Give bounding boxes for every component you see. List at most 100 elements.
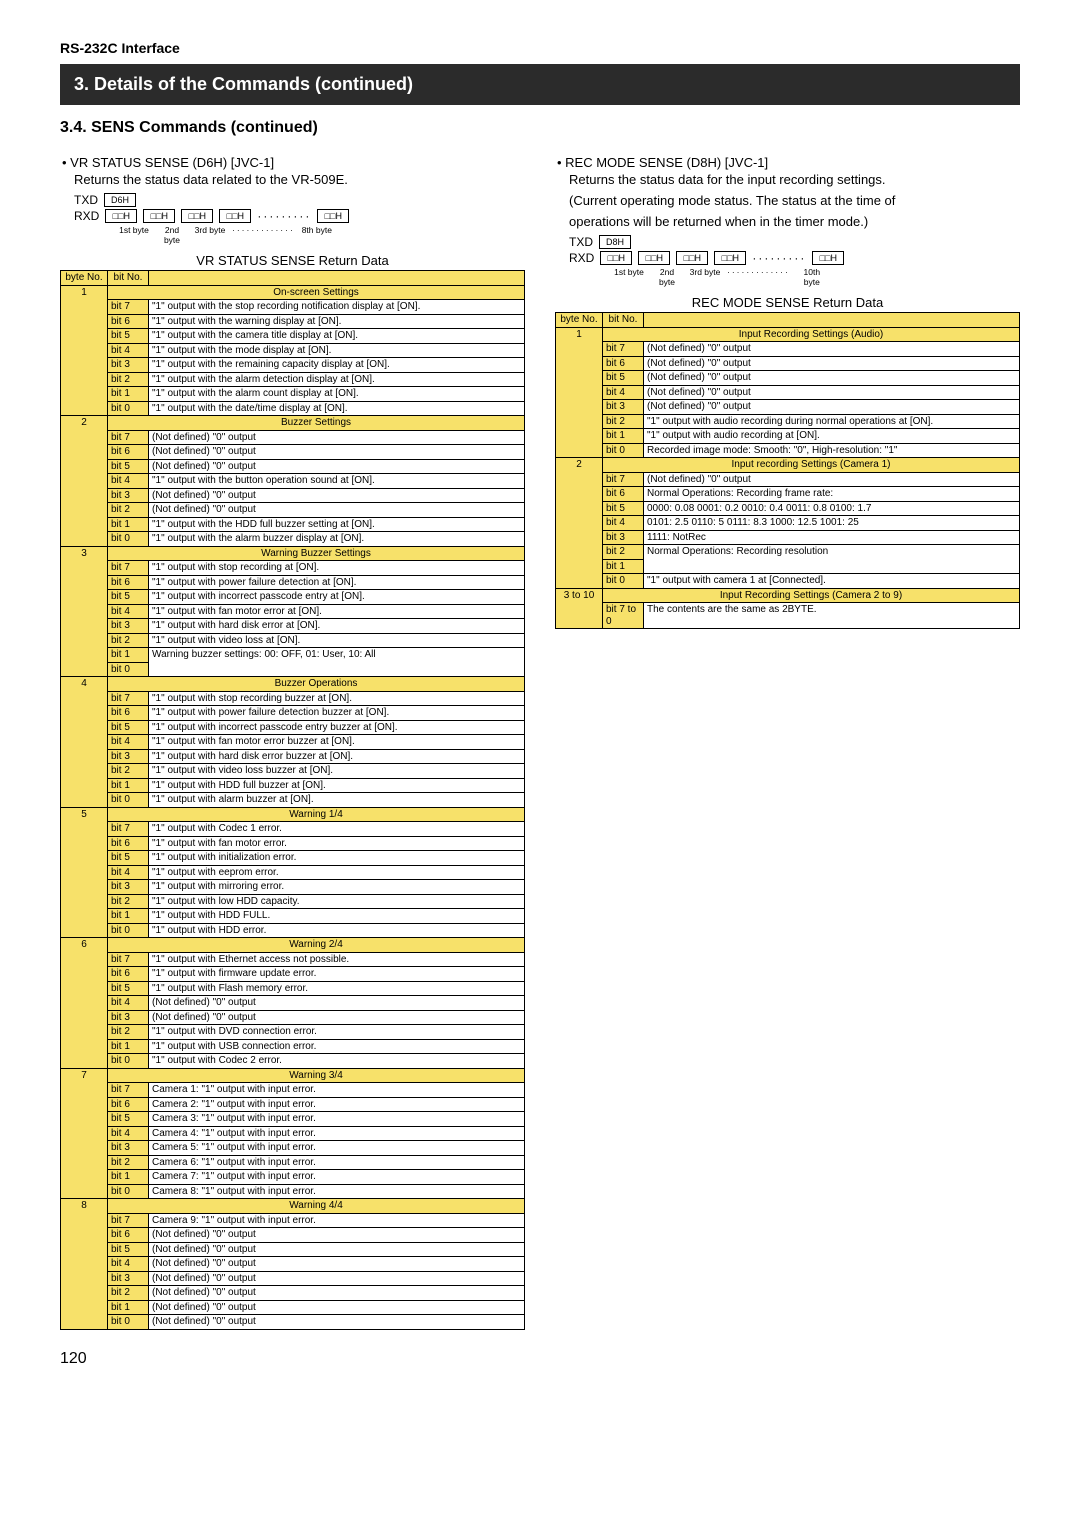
bit-desc: (Not defined) "0" output — [149, 1242, 525, 1257]
bit-desc: "1" output with audio recording during n… — [644, 414, 1020, 429]
bit-desc: "1" output with the alarm count display … — [149, 387, 525, 402]
section-title: 3.4. SENS Commands (continued) — [60, 119, 1020, 137]
rxd-box: □□H — [676, 251, 708, 265]
bit-no: bit 5 — [108, 720, 149, 735]
bit-desc: "1" output with stop recording buzzer at… — [149, 691, 525, 706]
section-header: Input recording Settings (Camera 1) — [603, 458, 1020, 473]
bit-no: bit 5 — [108, 329, 149, 344]
right-cmd-desc1: Returns the status data for the input re… — [569, 172, 1020, 187]
bit-no: bit 6 — [108, 706, 149, 721]
bit-no: bit 6 — [108, 967, 149, 982]
bit-desc: "1" output with video loss at [ON]. — [149, 633, 525, 648]
bit-desc: "1" output with fan motor error buzzer a… — [149, 735, 525, 750]
interface-header: RS-232C Interface — [60, 40, 1020, 56]
bit-no: bit 3 — [108, 488, 149, 503]
section-header: Input Recording Settings (Camera 2 to 9) — [603, 588, 1020, 603]
bit-no: bit 4 — [603, 385, 644, 400]
bit-no: bit 7 — [108, 952, 149, 967]
section-header: Buzzer Settings — [108, 416, 525, 431]
section-header: On-screen Settings — [108, 285, 525, 300]
bit-desc: (Not defined) "0" output — [644, 385, 1020, 400]
bit-no: bit 0 — [603, 574, 644, 589]
left-rxd: RXD □□H □□H □□H □□H ········· □□H — [74, 209, 525, 223]
bit-no: bit 4 — [108, 865, 149, 880]
bit-desc: (Not defined) "0" output — [149, 1300, 525, 1315]
right-rxd: RXD □□H □□H □□H □□H ········· □□H — [569, 251, 1020, 265]
bit-desc: "1" output with HDD error. — [149, 923, 525, 938]
bit-desc: "1" output with the mode display at [ON]… — [149, 343, 525, 358]
bit-no: bit 1 — [108, 1039, 149, 1054]
bit-no: bit 2 — [108, 1286, 149, 1301]
bit-desc: "1" output with incorrect passcode entry… — [149, 720, 525, 735]
right-cmd-desc3: operations will be returned when in the … — [569, 214, 1020, 229]
byte-label: 10th byte — [796, 267, 828, 287]
bit-no: bit 5 — [108, 1242, 149, 1257]
bit-no: bit 3 — [108, 358, 149, 373]
bit-desc: The contents are the same as 2BYTE. — [644, 603, 1020, 629]
bit-no: bit 6 — [603, 487, 644, 502]
bit-desc: "1" output with initialization error. — [149, 851, 525, 866]
bit-desc: "1" output with camera 1 at [Connected]. — [644, 574, 1020, 589]
bit-no: bit 0 — [108, 532, 149, 547]
bit-no: bit 3 — [108, 1271, 149, 1286]
byte-no: 5 — [61, 807, 108, 938]
rxd-box: □□H — [638, 251, 670, 265]
bit-desc: Camera 5: "1" output with input error. — [149, 1141, 525, 1156]
bit-no: bit 3 — [108, 1010, 149, 1025]
bit-desc: 1111: NotRec — [644, 530, 1020, 545]
bit-no: bit 6 — [108, 836, 149, 851]
bit-no: bit 1 — [603, 429, 644, 444]
bit-no: bit 0 — [108, 793, 149, 808]
bit-desc: (Not defined) "0" output — [149, 459, 525, 474]
bit-no: bit 3 — [108, 880, 149, 895]
bit-no: bit 4 — [108, 343, 149, 358]
bit-desc: "1" output with DVD connection error. — [149, 1025, 525, 1040]
bit-desc: (Not defined) "0" output — [149, 996, 525, 1011]
bit-desc: "1" output with firmware update error. — [149, 967, 525, 982]
byte-label: 2nd byte — [651, 267, 683, 287]
bit-no: bit 2 — [108, 894, 149, 909]
bit-no: bit 0 — [108, 923, 149, 938]
bit-desc: Camera 6: "1" output with input error. — [149, 1155, 525, 1170]
section-header: Warning 4/4 — [108, 1199, 525, 1214]
byte-no: 3 — [61, 546, 108, 677]
byte-no: 2 — [61, 416, 108, 547]
byte-label: 1st byte — [613, 267, 645, 287]
bit-no: bit 4 — [108, 1126, 149, 1141]
bit-desc: "1" output with audio recording at [ON]. — [644, 429, 1020, 444]
byte-label-dots: ············· — [727, 267, 790, 287]
bit-desc: "1" output with the remaining capacity d… — [149, 358, 525, 373]
bit-desc: (Not defined) "0" output — [149, 1257, 525, 1272]
bit-no: bit 1 — [108, 909, 149, 924]
byte-no: 2 — [556, 458, 603, 589]
bit-no: bit 4 — [108, 474, 149, 489]
left-return-title: VR STATUS SENSE Return Data — [60, 253, 525, 268]
bit-no: bit 4 — [108, 1257, 149, 1272]
bit-no: bit 5 — [108, 851, 149, 866]
bit-no: bit 7 — [108, 430, 149, 445]
byte-label-dots: ············· — [232, 225, 295, 245]
rxd-dots: ········· — [257, 209, 311, 223]
bit-desc: Camera 1: "1" output with input error. — [149, 1083, 525, 1098]
bit-desc: Camera 8: "1" output with input error. — [149, 1184, 525, 1199]
byte-label: 3rd byte — [194, 225, 226, 245]
byte-label: 3rd byte — [689, 267, 721, 287]
bit-desc: Camera 4: "1" output with input error. — [149, 1126, 525, 1141]
bit-desc: (Not defined) "0" output — [644, 371, 1020, 386]
section-header: Warning 2/4 — [108, 938, 525, 953]
bit-desc: "1" output with the camera title display… — [149, 329, 525, 344]
rxd-label: RXD — [569, 251, 594, 265]
bit-desc: (Not defined) "0" output — [644, 472, 1020, 487]
right-txd: TXD D8H — [569, 235, 1020, 249]
bit-no: bit 7 to 0 — [603, 603, 644, 629]
bit-desc: "1" output with fan motor error. — [149, 836, 525, 851]
bit-no: bit 1 — [108, 517, 149, 532]
bit-desc: "1" output with the HDD full buzzer sett… — [149, 517, 525, 532]
section-header: Warning 3/4 — [108, 1068, 525, 1083]
bit-desc: "1" output with fan motor error at [ON]. — [149, 604, 525, 619]
bit-desc: Camera 7: "1" output with input error. — [149, 1170, 525, 1185]
chapter-title: 3. Details of the Commands (continued) — [60, 64, 1020, 105]
bit-no: bit 0 — [108, 662, 149, 677]
bit-no: bit 4 — [108, 735, 149, 750]
bit-desc: (Not defined) "0" output — [149, 1010, 525, 1025]
